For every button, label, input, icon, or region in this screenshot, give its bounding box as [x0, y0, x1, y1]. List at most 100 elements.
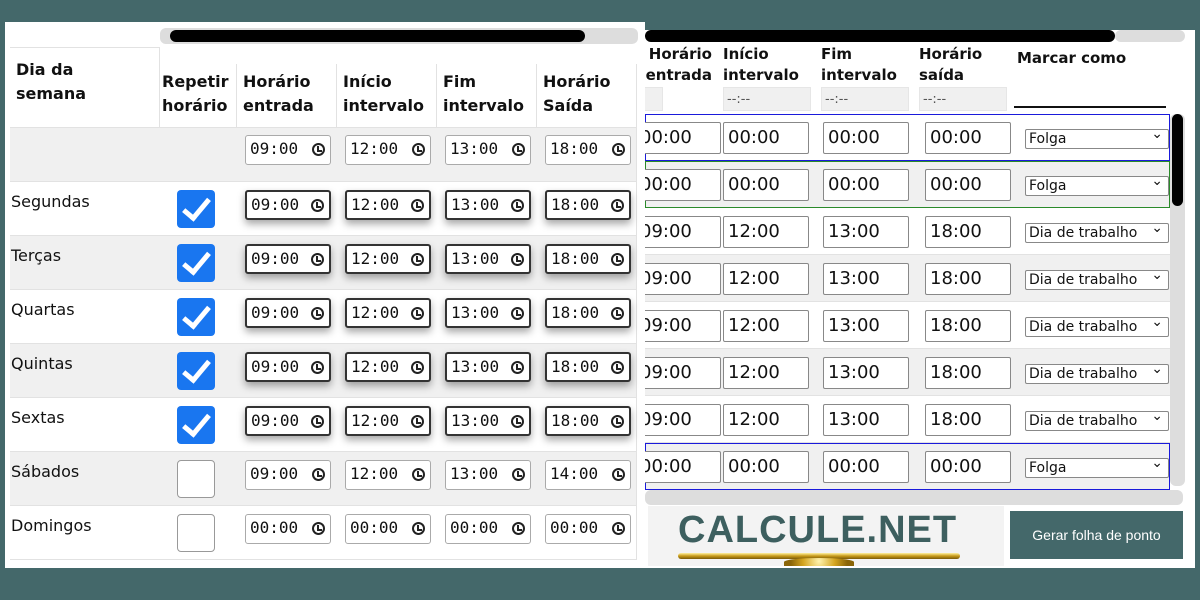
- time-input[interactable]: 00:00: [545, 514, 631, 544]
- time-input[interactable]: 18:00: [925, 404, 1011, 436]
- time-input[interactable]: 12:00: [345, 135, 431, 165]
- time-input[interactable]: 00:00: [345, 514, 431, 544]
- time-input[interactable]: 18:00: [925, 263, 1011, 295]
- top-scrollbar[interactable]: [645, 30, 1115, 42]
- time-input[interactable]: 12:00: [345, 460, 431, 490]
- mark-as-select[interactable]: Dia de trabalho: [1025, 408, 1169, 431]
- clock-icon: [611, 361, 624, 374]
- clock-icon: [511, 361, 524, 374]
- repeat-checkbox[interactable]: [177, 190, 215, 228]
- time-input[interactable]: 09:00: [645, 263, 721, 295]
- time-input[interactable]: 13:00: [823, 357, 909, 389]
- horizontal-scrollbar[interactable]: [160, 28, 638, 44]
- time-input[interactable]: 12:00: [345, 190, 431, 220]
- time-input[interactable]: 00:00: [723, 169, 809, 201]
- time-input[interactable]: 09:00: [245, 352, 331, 382]
- time-input[interactable]: 13:00: [445, 298, 531, 328]
- logo-bell: [784, 558, 854, 566]
- repeat-checkbox[interactable]: [177, 244, 215, 282]
- time-value: 13:00: [451, 249, 500, 268]
- time-input[interactable]: 00:00: [823, 122, 909, 154]
- time-input[interactable]: 00:00: [925, 169, 1011, 201]
- time-input[interactable]: 12:00: [345, 352, 431, 382]
- time-input[interactable]: 18:00: [925, 216, 1011, 248]
- time-input[interactable]: 13:00: [445, 190, 531, 220]
- time-value: 18:00: [551, 195, 600, 214]
- time-input[interactable]: 12:00: [345, 298, 431, 328]
- header-saida: Horário Saída: [537, 64, 637, 128]
- time-placeholder-input[interactable]: --:--: [645, 87, 663, 111]
- time-input[interactable]: 00:00: [823, 451, 909, 483]
- mark-as-select[interactable]: Folga: [1025, 173, 1169, 196]
- time-placeholder-input[interactable]: --:--: [723, 87, 811, 111]
- time-input[interactable]: 00:00: [645, 122, 721, 154]
- header-inicio: Início intervalo: [723, 45, 799, 84]
- time-input[interactable]: 09:00: [645, 404, 721, 436]
- time-input[interactable]: 18:00: [545, 244, 631, 274]
- time-input[interactable]: 13:00: [445, 406, 531, 436]
- time-input[interactable]: 09:00: [245, 135, 331, 165]
- time-input[interactable]: 13:00: [823, 263, 909, 295]
- time-input[interactable]: 00:00: [925, 122, 1011, 154]
- mark-as-select[interactable]: Folga: [1025, 126, 1169, 149]
- horizontal-scrollbar[interactable]: [645, 490, 1183, 505]
- clock-icon: [512, 468, 525, 481]
- time-value: 09:00: [251, 249, 300, 268]
- time-input[interactable]: 18:00: [545, 298, 631, 328]
- time-input[interactable]: 18:00: [545, 406, 631, 436]
- mark-as-select[interactable]: Dia de trabalho: [1025, 361, 1169, 384]
- time-input[interactable]: 00:00: [723, 122, 809, 154]
- time-input[interactable]: 00:00: [445, 514, 531, 544]
- mark-as-value: Folga: [1029, 460, 1067, 476]
- vertical-scrollbar[interactable]: [1170, 114, 1185, 486]
- time-input[interactable]: 13:00: [445, 460, 531, 490]
- clock-icon: [512, 143, 525, 156]
- time-input[interactable]: 18:00: [925, 357, 1011, 389]
- time-input[interactable]: 12:00: [723, 263, 809, 295]
- mark-as-select[interactable]: Dia de trabalho: [1025, 220, 1169, 243]
- time-input[interactable]: 09:00: [245, 244, 331, 274]
- time-input[interactable]: 18:00: [545, 190, 631, 220]
- time-input[interactable]: 09:00: [645, 310, 721, 342]
- time-input[interactable]: 18:00: [545, 135, 631, 165]
- repeat-checkbox[interactable]: [177, 352, 215, 390]
- time-input[interactable]: 13:00: [823, 310, 909, 342]
- time-input[interactable]: 00:00: [723, 451, 809, 483]
- time-input[interactable]: 09:00: [245, 298, 331, 328]
- repeat-checkbox[interactable]: [177, 298, 215, 336]
- time-value: 09:00: [250, 464, 299, 483]
- time-input[interactable]: 09:00: [245, 406, 331, 436]
- time-input[interactable]: 00:00: [245, 514, 331, 544]
- time-input[interactable]: 18:00: [925, 310, 1011, 342]
- time-input[interactable]: 12:00: [723, 216, 809, 248]
- time-input[interactable]: 13:00: [445, 135, 531, 165]
- time-input[interactable]: 09:00: [645, 216, 721, 248]
- time-input[interactable]: 09:00: [645, 357, 721, 389]
- repeat-checkbox[interactable]: [177, 406, 215, 444]
- time-input[interactable]: 14:00: [545, 460, 631, 490]
- repeat-checkbox[interactable]: [177, 460, 215, 498]
- time-input[interactable]: 12:00: [345, 406, 431, 436]
- mark-as-select[interactable]: Dia de trabalho: [1025, 267, 1169, 290]
- time-input[interactable]: 12:00: [723, 404, 809, 436]
- time-input[interactable]: 09:00: [245, 460, 331, 490]
- time-input[interactable]: 13:00: [823, 404, 909, 436]
- repeat-checkbox[interactable]: [177, 514, 215, 552]
- time-input[interactable]: 13:00: [445, 244, 531, 274]
- mark-as-select[interactable]: Dia de trabalho: [1025, 314, 1169, 337]
- time-input[interactable]: 00:00: [645, 169, 721, 201]
- time-input[interactable]: 00:00: [925, 451, 1011, 483]
- mark-as-select[interactable]: Folga: [1025, 455, 1169, 478]
- time-placeholder-input[interactable]: --:--: [821, 87, 909, 111]
- time-input[interactable]: 18:00: [545, 352, 631, 382]
- time-input[interactable]: 13:00: [823, 216, 909, 248]
- time-input[interactable]: 12:00: [723, 357, 809, 389]
- time-input[interactable]: 13:00: [445, 352, 531, 382]
- time-input[interactable]: 12:00: [723, 310, 809, 342]
- generate-timesheet-button[interactable]: Gerar folha de ponto: [1010, 511, 1183, 559]
- time-input[interactable]: 00:00: [645, 451, 721, 483]
- time-placeholder-input[interactable]: --:--: [919, 87, 1007, 111]
- time-input[interactable]: 12:00: [345, 244, 431, 274]
- time-input[interactable]: 09:00: [245, 190, 331, 220]
- time-input[interactable]: 00:00: [823, 169, 909, 201]
